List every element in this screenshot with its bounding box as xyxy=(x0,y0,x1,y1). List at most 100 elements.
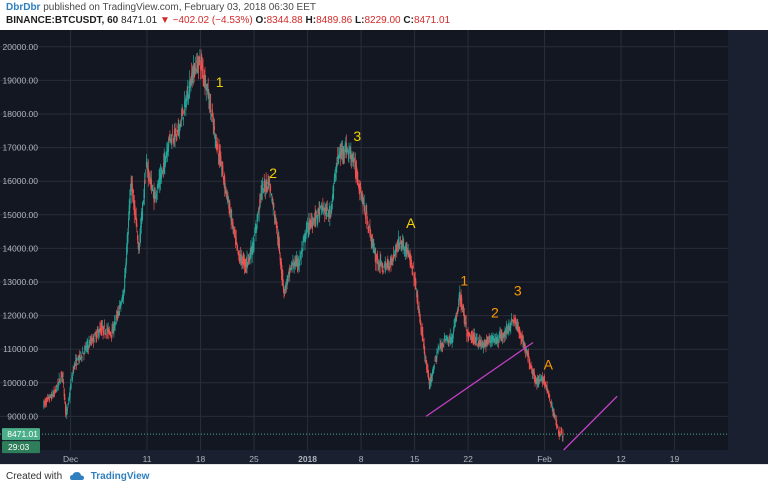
candle-body xyxy=(329,215,331,216)
candle-up xyxy=(126,232,128,255)
candle-up xyxy=(329,206,331,227)
candle-down xyxy=(488,333,490,346)
candle-body xyxy=(423,343,425,350)
candle-up xyxy=(246,250,248,274)
candle-body xyxy=(252,247,254,252)
candle-up xyxy=(380,260,382,268)
candle-up xyxy=(253,237,255,253)
candle-up xyxy=(215,134,217,148)
candle-down xyxy=(396,239,398,253)
candle-body xyxy=(505,327,507,335)
candle-down xyxy=(275,217,277,234)
candle-body xyxy=(340,148,342,154)
candle-up xyxy=(165,151,167,158)
candle-down xyxy=(117,306,119,322)
candle-body xyxy=(338,154,340,156)
candle-up xyxy=(477,336,479,350)
candle-body xyxy=(198,57,200,60)
candle-up xyxy=(295,255,297,267)
price-chart[interactable]: 123A123A20000.0019000.0018000.0017000.00… xyxy=(0,30,768,464)
candle-up xyxy=(84,345,86,355)
candle-down xyxy=(401,240,403,252)
candle-body xyxy=(458,303,460,306)
candle-up xyxy=(58,372,60,386)
candle-body xyxy=(501,332,503,339)
candle-up xyxy=(363,196,365,205)
candle-down xyxy=(354,157,356,162)
candle-body xyxy=(396,241,398,246)
candle-down xyxy=(297,258,299,274)
candle-down xyxy=(45,398,47,408)
candle-body xyxy=(480,343,482,345)
price-tick-label: 17000.00 xyxy=(3,143,39,153)
candle-body xyxy=(421,329,423,337)
candle-down xyxy=(536,377,538,390)
author-link[interactable]: DbrDbr xyxy=(6,2,41,13)
symbol-name[interactable]: BINANCE:BTCUSDT, 60 xyxy=(6,15,119,26)
candle-up xyxy=(476,332,478,341)
candle-up xyxy=(75,354,77,366)
candle-up xyxy=(224,182,226,194)
candle-body xyxy=(185,103,187,111)
candle-down xyxy=(243,254,245,275)
candle-down xyxy=(521,330,523,342)
candle-down xyxy=(545,381,547,390)
tradingview-brand[interactable]: TradingView xyxy=(90,471,150,482)
candle-up xyxy=(493,335,495,344)
candle-body xyxy=(175,135,177,138)
candle-body xyxy=(80,351,82,355)
candle-body xyxy=(190,77,192,86)
candle-body xyxy=(117,312,119,317)
candle-body xyxy=(222,165,224,173)
candle-down xyxy=(389,260,391,271)
candle-down xyxy=(408,251,410,260)
candle-body xyxy=(225,187,227,194)
candle-body xyxy=(505,329,507,335)
candle-down xyxy=(562,429,564,442)
candle-up xyxy=(142,200,144,206)
candle-up xyxy=(453,319,455,332)
candle-down xyxy=(222,161,224,178)
candle-up xyxy=(403,246,405,257)
candle-body xyxy=(268,177,270,188)
candle-body xyxy=(328,209,330,217)
chart-area[interactable]: 1 2 3 A 1 2 3 A 20000.00 19000.00 18000.00 17000.00… xyxy=(0,30,768,464)
candle-body xyxy=(442,344,444,346)
candle-up xyxy=(404,246,406,256)
candle-body xyxy=(114,321,116,329)
candle-body xyxy=(138,247,140,251)
candle-body xyxy=(394,254,396,257)
candle-body xyxy=(80,355,82,358)
candle-body xyxy=(305,228,307,235)
candle-up xyxy=(256,213,258,230)
candle-body xyxy=(342,147,344,155)
candle-body xyxy=(143,194,145,197)
candle-up xyxy=(184,95,186,109)
candle-up xyxy=(163,148,165,174)
candle-body xyxy=(160,174,162,178)
trendline xyxy=(563,395,618,451)
candle-body xyxy=(334,173,336,178)
candle-up xyxy=(512,319,514,327)
candle-body xyxy=(316,215,318,217)
candle-body xyxy=(357,179,359,182)
candle-body xyxy=(182,110,184,116)
candle-up xyxy=(257,211,259,222)
candle-body xyxy=(526,350,528,352)
candle-up xyxy=(233,225,235,235)
candle-body xyxy=(509,326,511,328)
candle-up xyxy=(129,189,131,214)
candle-body xyxy=(93,335,95,342)
candle-up xyxy=(70,382,72,390)
candle-body xyxy=(265,189,267,191)
candle-body xyxy=(484,340,486,347)
candle-body xyxy=(514,319,516,324)
candle-body xyxy=(199,56,201,63)
candle-up xyxy=(122,289,124,303)
candle-down xyxy=(73,366,75,374)
candle-body xyxy=(484,340,486,344)
candle-down xyxy=(558,428,560,437)
candle-body xyxy=(328,209,330,213)
candle-body xyxy=(444,335,446,341)
candle-up xyxy=(433,363,435,370)
